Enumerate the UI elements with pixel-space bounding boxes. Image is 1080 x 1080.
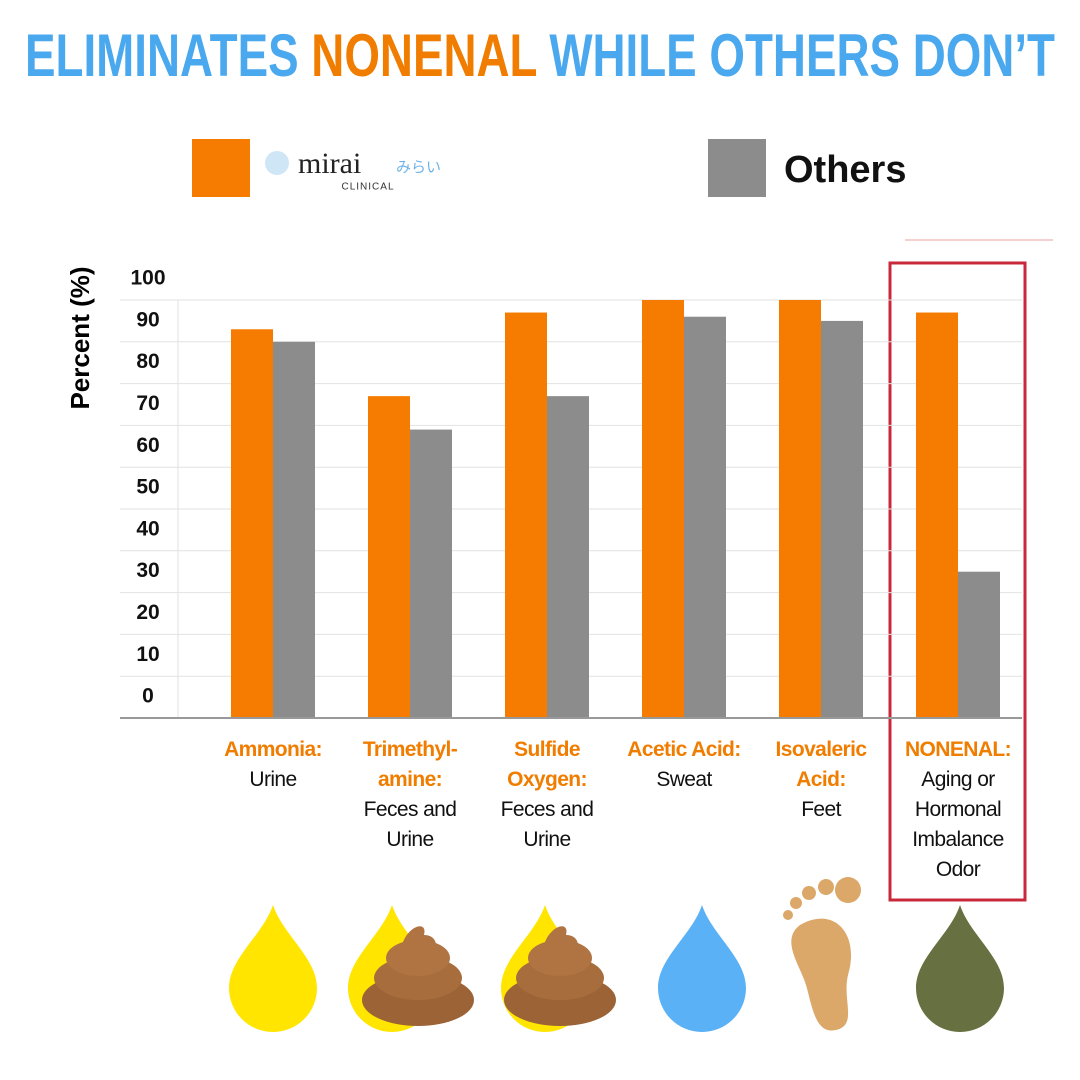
category-note: Feces and Urine (363, 798, 457, 851)
legend-label: mirai (298, 147, 361, 180)
legend-swatch (708, 139, 766, 197)
category: Isovaleric Acid: (775, 738, 868, 791)
logo-subtext: CLINICAL (341, 182, 394, 193)
bar (779, 300, 821, 718)
chart-title: ELIMINATES NONENAL WHILE OTHERS DON’T (25, 22, 1055, 89)
bar (368, 396, 410, 718)
category: Trimethyl-amine: (362, 738, 458, 791)
bar (273, 341, 315, 718)
y-tick-label: 10 (136, 643, 159, 666)
bar (958, 571, 1000, 718)
y-tick-label: 70 (136, 392, 159, 415)
bar (821, 320, 863, 718)
bar (231, 329, 273, 718)
category-note: Urine (249, 768, 297, 791)
bar (547, 396, 589, 718)
icons (229, 877, 1004, 1032)
category-note: Aging or Hormonal Imbalance Odor (912, 768, 1004, 881)
bar (505, 312, 547, 718)
y-tick-label: 100 (130, 267, 165, 290)
legend-label: Others (784, 149, 906, 191)
logo-icon (265, 151, 289, 175)
legend-swatch (192, 139, 250, 197)
y-tick-label: 30 (136, 559, 159, 582)
y-tick-label: 90 (136, 308, 159, 331)
y-tick-label: 20 (136, 601, 159, 624)
bar (642, 300, 684, 718)
title-part: WHILE OTHERS DON’T (549, 22, 1055, 89)
category: Ammonia: (224, 738, 322, 761)
highlight-box (888, 261, 1027, 902)
category-note: Sweat (656, 768, 712, 791)
category-note: Feces and Urine (500, 798, 594, 851)
bar (684, 316, 726, 718)
y-tick-label: 80 (136, 350, 159, 373)
category-note: Feet (801, 798, 841, 821)
category: NONENAL: (904, 738, 1012, 761)
y-tick-label: 40 (136, 517, 159, 540)
x-tick-label: Ammonia: Urine (205, 735, 341, 795)
y-tick-label: 60 (136, 434, 159, 457)
category: Sulfide Oxygen: (507, 738, 587, 791)
y-tick-label: 50 (136, 476, 159, 499)
x-tick-label: Sulfide Oxygen: Feces and Urine (479, 735, 615, 855)
title-part: NONENAL (311, 22, 536, 89)
x-tick-label: Trimethyl-amine: Feces and Urine (342, 735, 478, 855)
logo-kana: みらい (396, 159, 441, 176)
title-part: ELIMINATES (25, 22, 299, 89)
x-tick-label: NONENAL: Aging or Hormonal Imbalance Odor (890, 735, 1026, 885)
x-tick-label: Acetic Acid: Sweat (616, 735, 752, 795)
bar (916, 312, 958, 718)
category: Acetic Acid: (627, 738, 741, 761)
y-tick-label: 0 (142, 685, 154, 708)
bar (410, 429, 452, 718)
y-axis-label: Percent (%) (65, 266, 95, 409)
x-tick-label: Isovaleric Acid: Feet (753, 735, 889, 825)
